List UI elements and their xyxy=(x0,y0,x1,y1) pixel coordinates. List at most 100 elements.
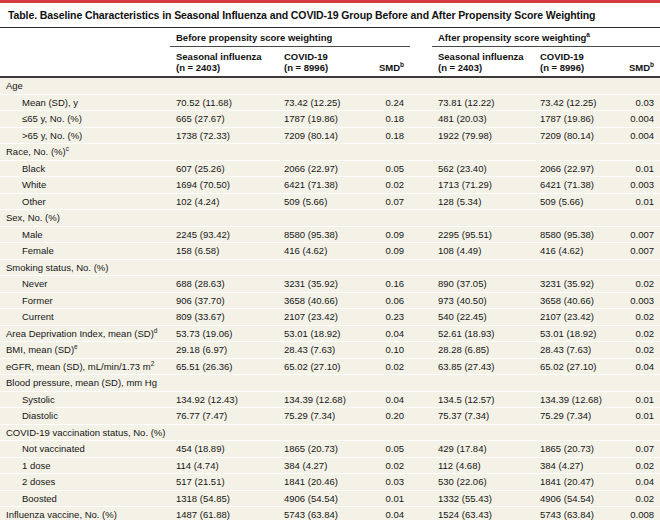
value-cell: 2066 (22.97) xyxy=(534,160,620,177)
row-label: Influenza vaccine, No. (%) xyxy=(0,507,170,520)
value-cell: 562 (23.40) xyxy=(432,160,534,177)
value-cell: 1841 (20.46) xyxy=(278,474,372,491)
group-before-label: Before propensity score weighting xyxy=(176,32,332,43)
value-cell: 0.01 xyxy=(620,193,660,210)
covid-header-line1: COVID-19 xyxy=(540,51,618,62)
value-cell: 6421 (71.38) xyxy=(534,177,620,194)
header-gap-spacer xyxy=(410,47,432,78)
footnote-mark: 2 xyxy=(151,359,155,366)
table-row: Systolic134.92 (12.43)134.39 (12.68)0.04… xyxy=(0,391,660,408)
value-cell: 53.73 (19.06) xyxy=(170,325,278,342)
value-cell: 0.07 xyxy=(620,441,660,458)
table-row: Area Deprivation Index, mean (SD)d53.73 … xyxy=(0,325,660,342)
value-cell: 1318 (54.85) xyxy=(170,490,278,507)
covid-header-line1: COVID-19 xyxy=(284,51,370,62)
value-cell: 5743 (63.84) xyxy=(278,507,372,520)
value-cell: 0.04 xyxy=(372,391,410,408)
value-cell: 0.01 xyxy=(620,160,660,177)
column-header-covid-after: COVID-19 (n = 8996) xyxy=(534,47,620,78)
value-cell: 0.04 xyxy=(620,474,660,491)
value-cell: 530 (22.06) xyxy=(432,474,534,491)
value-cell: 0.02 xyxy=(620,276,660,293)
smd-footnote-mark: b xyxy=(400,61,404,68)
value-cell: 1787 (19.86) xyxy=(278,111,372,128)
influenza-header-line2: (n = 2403) xyxy=(176,62,276,73)
row-label: Area Deprivation Index, mean (SD)d xyxy=(0,325,170,342)
value-cell: 0.20 xyxy=(372,408,410,425)
value-cell: 0.05 xyxy=(372,441,410,458)
value-cell: 3658 (40.66) xyxy=(278,292,372,309)
value-cell: 1922 (79.98) xyxy=(432,127,534,144)
value-cell: 1738 (72.33) xyxy=(170,127,278,144)
value-cell: 481 (20.03) xyxy=(432,111,534,128)
value-cell: 76.77 (7.47) xyxy=(170,408,278,425)
value-cell: 28.43 (7.63) xyxy=(534,342,620,359)
value-cell: 0.04 xyxy=(372,507,410,520)
value-cell: 3658 (40.66) xyxy=(534,292,620,309)
row-label: 1 dose xyxy=(0,457,170,474)
value-cell: 134.39 (12.68) xyxy=(534,391,620,408)
value-cell: 3231 (35.92) xyxy=(534,276,620,293)
value-cell: 0.008 xyxy=(620,507,660,520)
row-label: Other xyxy=(0,193,170,210)
value-cell: 509 (5.66) xyxy=(278,193,372,210)
influenza-header-line1: Seasonal influenza xyxy=(176,51,276,62)
value-cell: 2066 (22.97) xyxy=(278,160,372,177)
footnote-mark: e xyxy=(74,343,78,350)
value-cell: 0.007 xyxy=(620,226,660,243)
value-cell: 0.16 xyxy=(372,276,410,293)
value-cell: 1841 (20.47) xyxy=(534,474,620,491)
value-cell: 1694 (70.50) xyxy=(170,177,278,194)
value-cell: 1787 (19.86) xyxy=(534,111,620,128)
value-cell: 65.02 (27.10) xyxy=(534,358,620,375)
value-cell: 665 (27.67) xyxy=(170,111,278,128)
value-cell: 1524 (63.43) xyxy=(432,507,534,520)
value-cell: 688 (28.63) xyxy=(170,276,278,293)
value-cell: 384 (4.27) xyxy=(534,457,620,474)
value-cell: 0.18 xyxy=(372,127,410,144)
value-cell: 384 (4.27) xyxy=(278,457,372,474)
value-cell: 158 (6.58) xyxy=(170,243,278,260)
gap-cell xyxy=(410,474,432,491)
covid-header-line2: (n = 8996) xyxy=(284,62,370,73)
value-cell: 73.81 (12.22) xyxy=(432,94,534,111)
value-cell: 0.18 xyxy=(372,111,410,128)
gap-cell xyxy=(410,276,432,293)
gap-cell xyxy=(410,111,432,128)
value-cell: 0.03 xyxy=(620,94,660,111)
row-label: Male xyxy=(0,226,170,243)
section-row: Smoking status, No. (%) xyxy=(0,259,660,276)
value-cell: 0.04 xyxy=(620,358,660,375)
value-cell: 0.02 xyxy=(620,490,660,507)
table-row: Mean (SD), y70.52 (11.68)73.42 (12.25)0.… xyxy=(0,94,660,111)
row-label: Never xyxy=(0,276,170,293)
row-label: >65 y, No. (%) xyxy=(0,127,170,144)
column-header-row: Seasonal influenza (n = 2403) COVID-19 (… xyxy=(0,47,660,78)
header-gap-spacer xyxy=(410,28,432,47)
value-cell: 0.02 xyxy=(372,457,410,474)
value-cell: 0.02 xyxy=(620,309,660,326)
table-header: Before propensity score weighting After … xyxy=(0,28,660,77)
table-row: Current809 (33.67)2107 (23.42)0.23540 (2… xyxy=(0,309,660,326)
row-label: Former xyxy=(0,292,170,309)
value-cell: 7209 (80.14) xyxy=(534,127,620,144)
header-label-column xyxy=(0,47,170,78)
value-cell: 517 (21.51) xyxy=(170,474,278,491)
row-label: 2 doses xyxy=(0,474,170,491)
value-cell: 114 (4.74) xyxy=(170,457,278,474)
value-cell: 0.05 xyxy=(372,160,410,177)
value-cell: 53.01 (18.92) xyxy=(534,325,620,342)
group-after-footnote-mark: a xyxy=(586,31,590,38)
value-cell: 0.23 xyxy=(372,309,410,326)
value-cell: 29.18 (6.97) xyxy=(170,342,278,359)
gap-cell xyxy=(410,292,432,309)
value-cell: 134.92 (12.43) xyxy=(170,391,278,408)
value-cell: 53.01 (18.92) xyxy=(278,325,372,342)
value-cell: 134.39 (12.68) xyxy=(278,391,372,408)
table-row: ≤65 y, No. (%)665 (27.67)1787 (19.86)0.1… xyxy=(0,111,660,128)
value-cell: 134.5 (12.57) xyxy=(432,391,534,408)
row-label: eGFR, mean (SD), mL/min/1.73 m2 xyxy=(0,358,170,375)
value-cell: 0.02 xyxy=(372,358,410,375)
value-cell: 28.43 (7.63) xyxy=(278,342,372,359)
value-cell: 0.07 xyxy=(372,193,410,210)
